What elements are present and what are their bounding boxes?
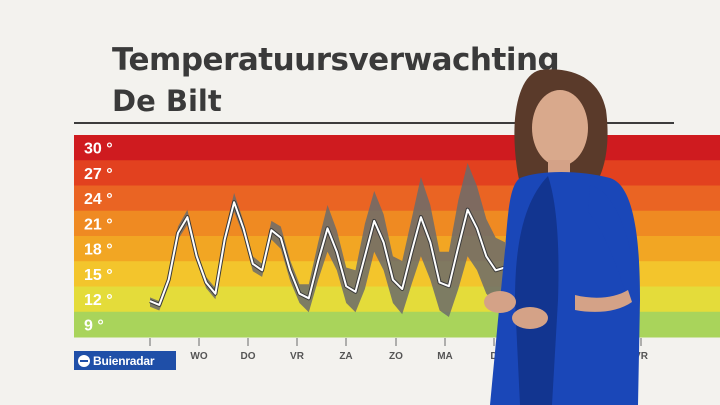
- page-subtitle: De Bilt: [112, 84, 222, 118]
- y-tick-label: 30 °: [84, 141, 113, 158]
- x-tick-label: DO: [241, 351, 256, 362]
- y-tick-label: 12 °: [84, 292, 113, 309]
- x-tick-label: ZA: [339, 351, 352, 362]
- y-tick-label: 15 °: [84, 267, 113, 284]
- x-tick-label: VR: [290, 351, 305, 362]
- logo-text: Buienradar: [93, 353, 155, 368]
- band-0: [74, 135, 720, 161]
- x-tick-label: VR: [634, 351, 649, 362]
- mean-line: [149, 201, 506, 306]
- y-tick-label: 18 °: [84, 242, 113, 259]
- forecast-spread: [150, 163, 505, 317]
- forecast-mean: [149, 200, 506, 307]
- x-tick-label: ZO: [389, 351, 403, 362]
- x-tick-label: WO: [190, 351, 207, 362]
- y-tick-label: 27 °: [84, 166, 113, 183]
- spread-area: [150, 163, 505, 317]
- y-tick-label: 9 °: [84, 317, 104, 334]
- x-tick-label: MA: [437, 351, 453, 362]
- x-tick-label: D: [490, 351, 497, 362]
- band-1: [74, 160, 720, 186]
- presenter-figure: [484, 69, 640, 405]
- page-title: Temperatuursverwachting: [112, 42, 560, 78]
- y-tick-label: 24 °: [84, 191, 113, 208]
- x-axis-ticks: WO DO VR ZA ZO MA D VR: [149, 338, 649, 362]
- buienradar-logo: Buienradar: [74, 351, 176, 370]
- title-divider: [74, 122, 674, 124]
- y-tick-label: 21 °: [84, 216, 113, 233]
- y-axis-ticks: 30 ° 27 ° 24 ° 21 ° 18 ° 15 ° 12 ° 9 °: [84, 141, 113, 335]
- umbrella-icon: [78, 354, 90, 367]
